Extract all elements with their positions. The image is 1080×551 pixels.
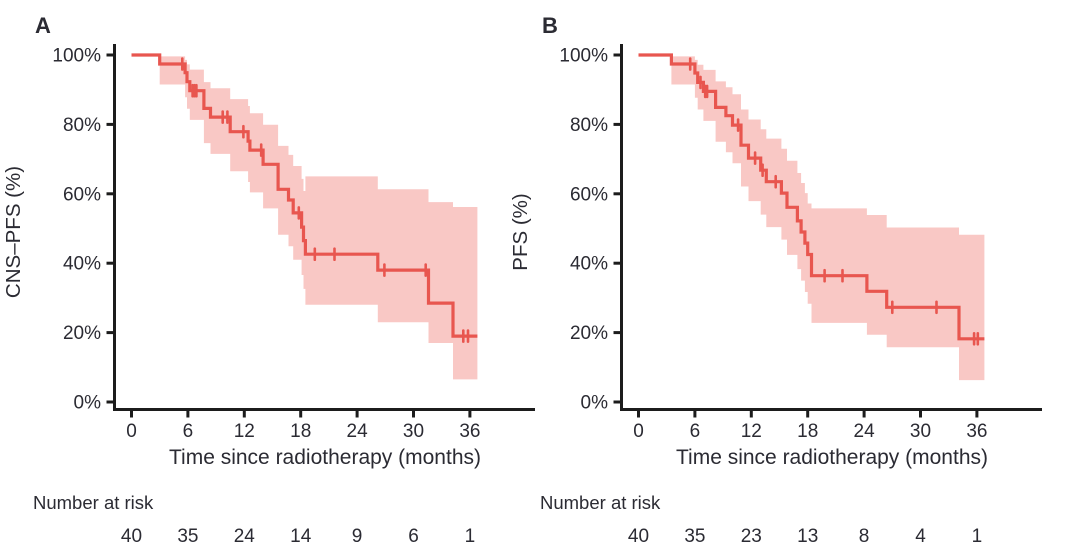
x-tick-label: 12	[741, 421, 762, 442]
km-panel-b: 0 6 12 18 24 30 360%20%40%60%80%100%Time since…	[509, 13, 1042, 547]
x-tick-label: 0	[126, 421, 137, 442]
y-tick-label: 60%	[570, 184, 608, 205]
y-tick-label: 100%	[559, 46, 608, 67]
risk-count: 24	[234, 526, 256, 547]
x-tick-label: 18	[290, 421, 311, 442]
y-tick-label: 80%	[63, 115, 101, 136]
risk-count: 4	[915, 526, 926, 547]
x-tick-label: 30	[403, 421, 424, 442]
panel-letter: B	[542, 13, 558, 38]
risk-count: 9	[352, 526, 363, 547]
confidence-band	[671, 56, 985, 381]
censor-marks	[688, 57, 980, 346]
confidence-band	[159, 56, 478, 380]
panel-letter: A	[35, 13, 51, 38]
km-curve	[638, 53, 985, 341]
x-tick-label: 6	[183, 421, 194, 442]
risk-count: 1	[972, 526, 983, 547]
x-tick-label: 24	[347, 421, 369, 442]
x-axis-title: Time since radiotherapy (months)	[676, 446, 988, 469]
y-tick-label: 60%	[63, 184, 101, 205]
x-tick-label: 24	[854, 421, 876, 442]
risk-count: 14	[290, 526, 312, 547]
y-tick-label: 20%	[63, 323, 101, 344]
km-panel-a: 0 6 12 18 24 30 36 0% 20% 40% 60% 80% 100% Time since…	[2, 13, 535, 547]
censor-marks	[181, 57, 470, 343]
y-tick-label: 100%	[52, 46, 101, 67]
y-tick-label: 0%	[74, 393, 102, 414]
risk-count: 40	[121, 526, 142, 547]
risk-count: 13	[797, 526, 818, 547]
y-axis-title: PFS (%)	[509, 193, 532, 270]
risk-count: 40	[628, 526, 649, 547]
risk-count: 1	[465, 526, 476, 547]
risk-count: 8	[859, 526, 870, 547]
y-tick-label: 80%	[570, 115, 608, 136]
risk-table-header: Number at risk	[33, 492, 154, 513]
x-tick-label: 12	[234, 421, 255, 442]
y-axis-title: CNS–PFS (%)	[2, 166, 25, 298]
risk-count: 35	[177, 526, 198, 547]
risk-count: 35	[684, 526, 705, 547]
y-tick-label: 20%	[570, 323, 608, 344]
y-tick-label: 40%	[570, 254, 608, 275]
x-tick-label: 36	[966, 421, 987, 442]
x-axis-title: Time since radiotherapy (months)	[169, 446, 481, 469]
x-tick-label: 0	[633, 421, 644, 442]
risk-count: 6	[408, 526, 419, 547]
y-tick-label: 0%	[581, 393, 609, 414]
x-tick-label: 36	[459, 421, 480, 442]
km-curve	[131, 53, 478, 338]
x-tick-label: 6	[690, 421, 701, 442]
x-tick-label: 18	[797, 421, 818, 442]
risk-count: 23	[741, 526, 762, 547]
risk-table-header: Number at risk	[540, 492, 661, 513]
y-tick-label: 40%	[63, 254, 101, 275]
x-tick-label: 30	[910, 421, 931, 442]
